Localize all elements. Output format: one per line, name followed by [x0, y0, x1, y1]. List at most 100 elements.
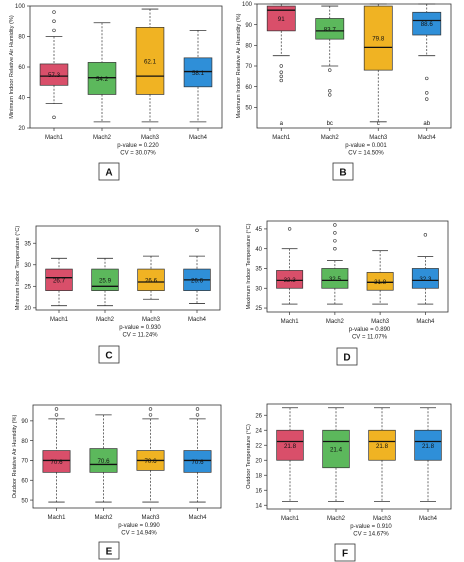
mean-label: 70.6 — [144, 458, 157, 465]
x-tick-label: Mach1 — [50, 317, 69, 323]
outlier-point — [333, 223, 337, 227]
y-tick-label: 100 — [15, 4, 26, 10]
box-body — [89, 448, 118, 473]
x-tick-label: Mach2 — [94, 515, 113, 521]
stat-text: CV = 14.50% — [348, 151, 384, 157]
box-body — [366, 272, 394, 291]
outlier-point — [279, 70, 283, 74]
y-tick-label: 40 — [255, 247, 262, 253]
mean-label: 83.7 — [324, 26, 337, 33]
box-body — [368, 429, 396, 461]
box-mach4: 26.6 Mach4 — [183, 228, 211, 323]
y-tick-label: 25 — [24, 285, 31, 291]
outlier-point — [333, 239, 337, 243]
mean-label: 58.1 — [192, 70, 205, 77]
box-mach2: 21.4 Mach2 — [322, 407, 350, 522]
outlier-point — [333, 246, 337, 251]
box-mach2: 25.9 Mach2 — [91, 257, 119, 323]
x-tick-label: Mach2 — [326, 319, 345, 325]
box-body — [45, 268, 73, 291]
outlier-point — [328, 89, 332, 93]
outlier-point — [52, 28, 56, 33]
outlier-point — [279, 74, 283, 79]
mean-label: 21.4 — [330, 447, 343, 454]
box-mach1: 32.3 Mach1 — [276, 227, 304, 325]
outlier-point — [54, 407, 59, 411]
x-tick-label: Mach2 — [327, 516, 346, 522]
outlier-point — [287, 227, 292, 231]
box-mach1: 26.7 Mach1 — [45, 257, 73, 323]
y-tick-label: 20 — [18, 126, 25, 132]
y-tick-label: 24 — [255, 428, 262, 434]
y-axis-label: Minimum Indoor Relative Air Humidity (%) — [9, 15, 15, 119]
outlier-point — [52, 115, 56, 120]
stat-text: p-value = 0.910 — [350, 524, 392, 530]
box-mach4: 21.8 Mach4 — [414, 407, 442, 522]
y-axis-label: Outdoor Temperature (°C) — [246, 424, 252, 489]
stat-text: CV = 14.94% — [121, 531, 157, 537]
mean-label: 54.2 — [96, 76, 109, 83]
y-tick-label: 70 — [245, 64, 252, 70]
mean-label: 26.6 — [145, 277, 158, 284]
outlier-point — [425, 97, 429, 101]
y-tick-label: 16 — [255, 488, 262, 494]
outlier-point — [328, 93, 332, 97]
mean-label: 70.6 — [50, 459, 63, 466]
box-mach2: 32.5 Mach2 — [321, 223, 349, 325]
stat-text: p-value = 0.001 — [345, 143, 387, 149]
plot-frame — [266, 403, 452, 510]
mean-label: 21.8 — [422, 443, 435, 450]
group-letter: ab — [423, 121, 430, 127]
box-body — [42, 450, 71, 473]
box-mach2: 70.6 Mach2 — [89, 414, 118, 521]
stat-text: CV = 11.07% — [352, 335, 388, 341]
x-tick-label: Mach3 — [141, 515, 160, 521]
mean-label: 62.1 — [144, 58, 157, 65]
box-mach4: 88.6 ab Mach4 — [412, 3, 442, 141]
box-mach1: 91 a Mach1 — [266, 3, 296, 141]
x-tick-label: Mach3 — [371, 319, 390, 325]
box-mach2: 54.2 Mach2 — [87, 22, 117, 141]
y-axis-label: Minimum Indoor Temperature (°C) — [15, 226, 21, 311]
box-mach1: 57.3 Mach1 — [39, 10, 69, 141]
y-tick-label: 30 — [24, 263, 31, 269]
box-body — [135, 27, 165, 95]
y-tick-label: 90 — [245, 23, 252, 29]
y-tick-label: 35 — [24, 241, 31, 247]
mean-label: 32.3 — [419, 276, 432, 283]
y-tick-label: 14 — [255, 503, 262, 509]
y-tick-label: 60 — [21, 478, 28, 484]
stat-text: p-value = 0.890 — [349, 327, 391, 333]
mean-label: 57.3 — [48, 72, 61, 79]
y-tick-label: 100 — [242, 2, 253, 8]
x-tick-label: Mach1 — [272, 135, 291, 141]
mean-label: 21.8 — [284, 443, 297, 450]
y-axis-label: Outdoor Relative Air Humidity (%) — [12, 415, 18, 499]
outlier-point — [148, 413, 153, 417]
mean-label: 70.6 — [191, 459, 204, 466]
y-tick-label: 40 — [18, 96, 25, 102]
x-tick-label: Mach3 — [373, 516, 392, 522]
panel-label-box — [336, 347, 358, 366]
box-body — [411, 268, 439, 289]
y-tick-label: 45 — [255, 227, 262, 233]
x-tick-label: Mach3 — [141, 135, 160, 141]
panel-label-box — [334, 543, 356, 562]
y-tick-label: 80 — [21, 439, 28, 445]
box-body — [276, 429, 304, 461]
panel-label-box — [98, 541, 120, 560]
box-mach4: 32.3 Mach4 — [411, 233, 439, 325]
group-letter: bc — [327, 121, 333, 127]
panel-label: A — [105, 168, 112, 179]
y-axis-label: Maximum Indoor Temperature (°C) — [246, 223, 252, 309]
mean-label: 26.6 — [191, 277, 204, 284]
box-mach3: 21.8 Mach3 — [368, 407, 396, 522]
x-tick-label: Mach4 — [416, 319, 435, 325]
outlier-point — [425, 91, 429, 95]
stat-text: CV = 14.67% — [353, 532, 389, 538]
y-tick-label: 80 — [245, 44, 252, 50]
